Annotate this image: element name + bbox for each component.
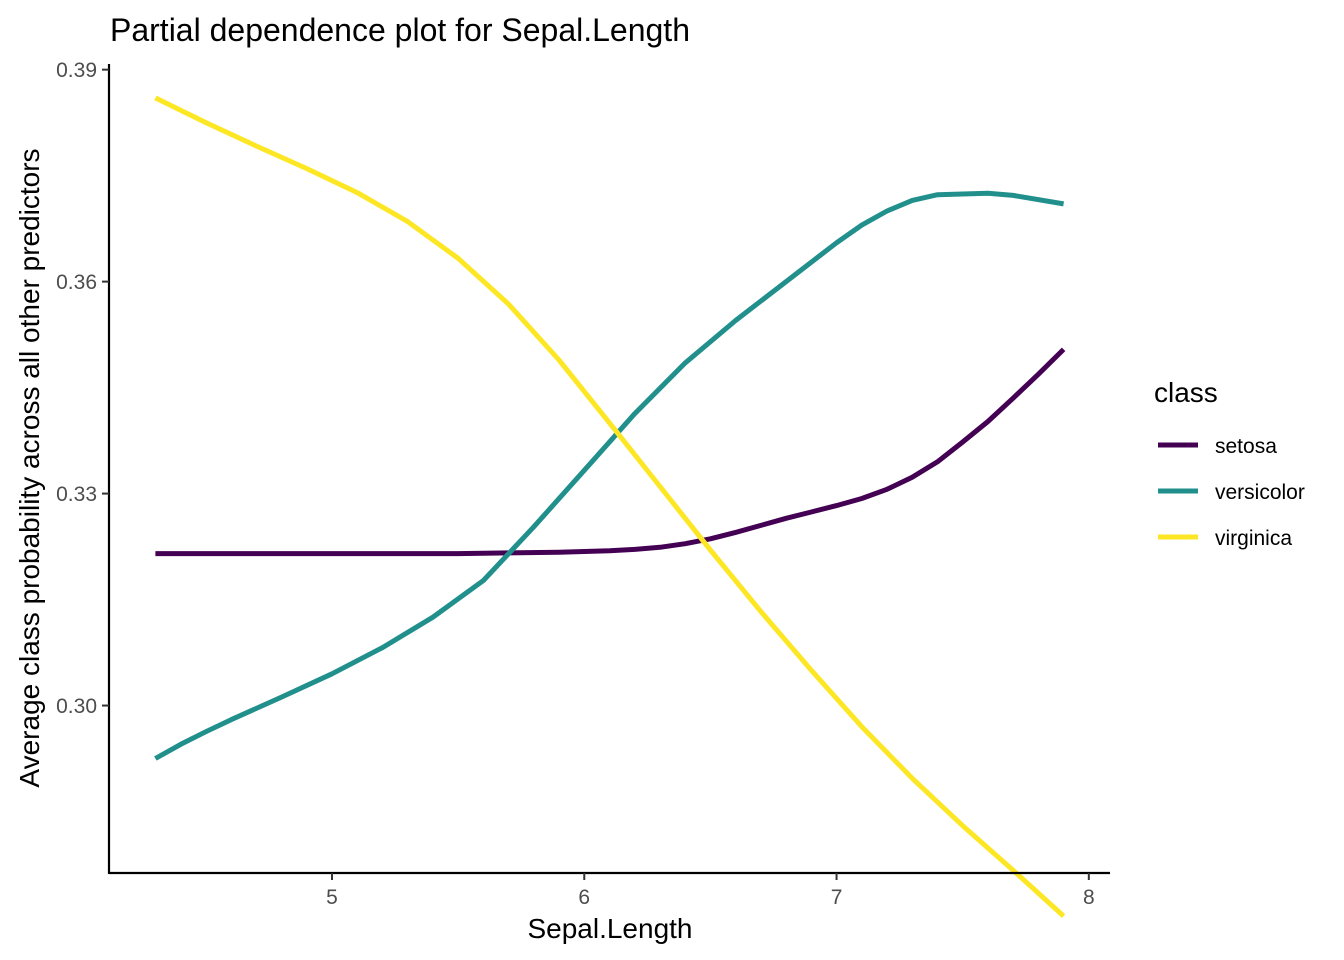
x-tick-label: 5 [326,886,338,909]
legend-items: setosa versicolor virginica [1158,435,1305,550]
chart-title: Partial dependence plot for Sepal.Length [110,12,690,48]
x-tick-label: 8 [1083,886,1095,909]
legend-label-setosa: setosa [1215,435,1277,458]
series-line-virginica [154,95,1066,918]
y-tick-label: 0.30 [56,695,97,718]
y-tick-label: 0.39 [56,59,97,82]
x-axis-title: Sepal.Length [527,913,692,944]
legend-label-versicolor: versicolor [1215,481,1305,504]
x-tick-label: 7 [831,886,843,909]
y-axis-ticks: 0.30 0.33 0.36 0.39 [56,59,109,718]
series-line-setosa [155,347,1066,557]
legend-title: class [1154,377,1218,408]
x-axis-ticks: 5 6 7 8 [326,873,1095,909]
x-tick-label: 6 [578,886,590,909]
plot-lines [154,95,1066,918]
y-axis-title: Average class probability across all oth… [14,148,45,787]
legend: class setosa versicolor virginica [1154,377,1305,550]
legend-label-virginica: virginica [1215,527,1292,550]
series-line-versicolor [154,190,1065,761]
y-tick-label: 0.33 [56,483,97,506]
y-tick-label: 0.36 [56,271,97,294]
